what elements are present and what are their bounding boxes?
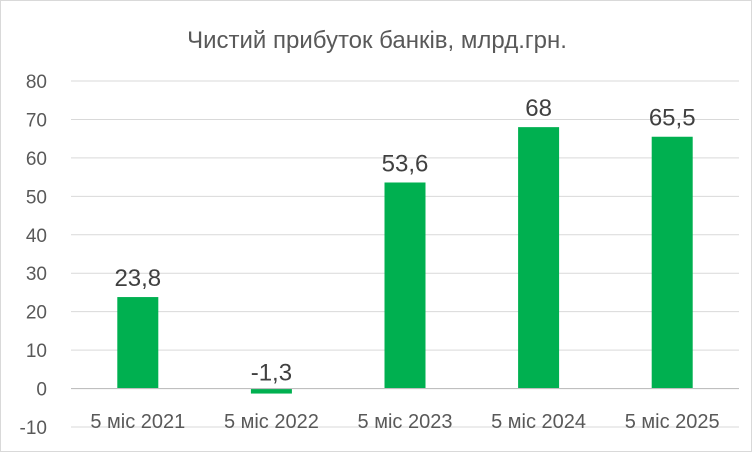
bar bbox=[384, 182, 426, 389]
y-tick-label: 80 bbox=[26, 72, 47, 93]
x-axis-ticks: 5 міс 2021 5 міс 2022 5 міс 2023 5 міс 2024… bbox=[90, 411, 719, 433]
data-label: 65,5 bbox=[649, 105, 696, 132]
bars bbox=[117, 127, 693, 394]
bar bbox=[518, 127, 560, 389]
y-tick-label: 30 bbox=[26, 264, 47, 285]
x-tick-label: 5 міс 2022 bbox=[224, 411, 319, 433]
y-tick-label: 0 bbox=[36, 380, 47, 401]
y-tick-label: 20 bbox=[26, 303, 47, 324]
y-tick-label: -10 bbox=[20, 418, 47, 439]
bar bbox=[117, 297, 159, 389]
data-labels: 23,8 -1,3 53,6 68 65,5 bbox=[114, 95, 695, 386]
chart-title: Чистий прибуток банків, млрд.грн. bbox=[187, 27, 567, 54]
y-tick-label: 40 bbox=[26, 226, 47, 247]
y-tick-label: 50 bbox=[26, 187, 47, 208]
data-label: 23,8 bbox=[114, 265, 161, 292]
data-label: -1,3 bbox=[251, 360, 292, 387]
y-tick-label: 10 bbox=[26, 341, 47, 362]
y-axis-ticks: -10 0 10 20 30 40 50 60 70 80 bbox=[20, 72, 47, 439]
x-tick-label: 5 міс 2024 bbox=[491, 411, 586, 433]
x-tick-label: 5 міс 2021 bbox=[90, 411, 185, 433]
x-tick-label: 5 міс 2025 bbox=[625, 411, 720, 433]
y-tick-label: 70 bbox=[26, 110, 47, 131]
bar bbox=[651, 136, 693, 389]
data-label: 68 bbox=[525, 95, 552, 122]
data-label: 53,6 bbox=[382, 150, 429, 177]
y-tick-label: 60 bbox=[26, 149, 47, 170]
bar bbox=[250, 388, 292, 394]
x-tick-label: 5 міс 2023 bbox=[358, 411, 453, 433]
